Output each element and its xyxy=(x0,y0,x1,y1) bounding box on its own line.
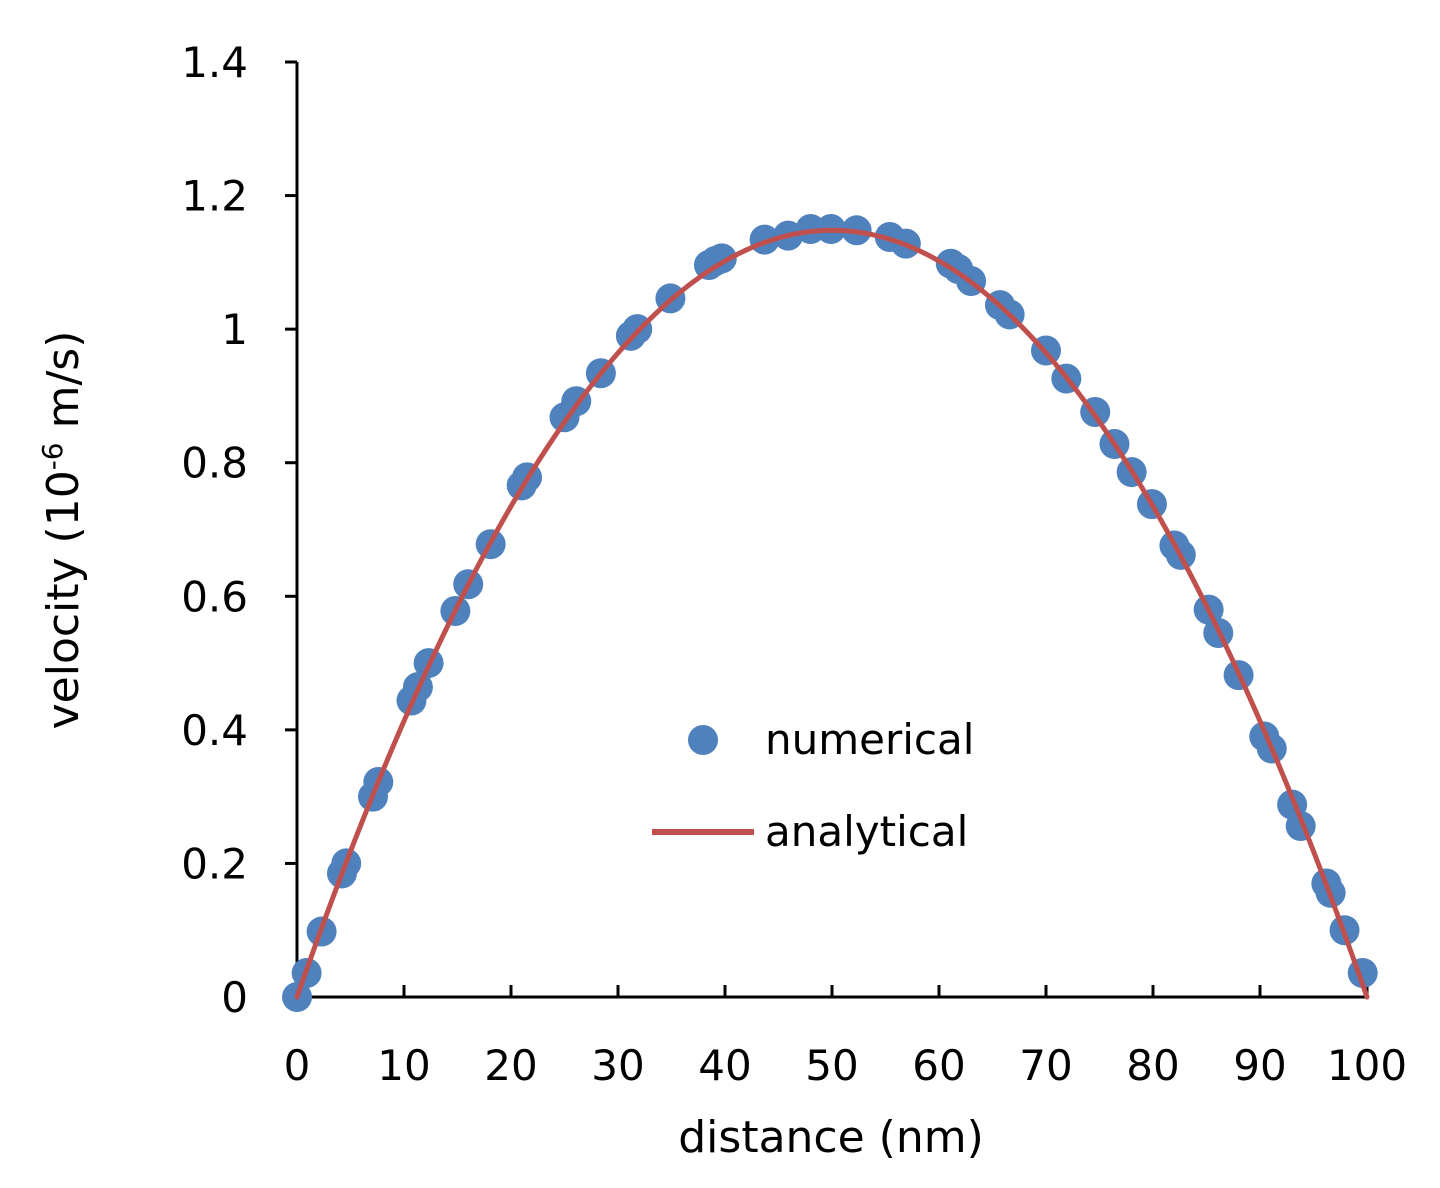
y-tick-label: 1.2 xyxy=(181,172,248,221)
y-axis: 0 0.2 0.4 0.6 0.8 1 1.2 1.4 xyxy=(181,38,299,1022)
y-axis-title-prefix: velocity (10 xyxy=(38,470,89,729)
x-tick-label: 40 xyxy=(698,1041,751,1090)
y-tick-label: 0.2 xyxy=(181,839,248,888)
x-tick-label: 10 xyxy=(377,1041,430,1090)
x-tick-label: 90 xyxy=(1233,1041,1286,1090)
legend-label-analytical: analytical xyxy=(765,807,968,856)
y-tick-label: 0 xyxy=(221,973,248,1022)
x-tick-label: 30 xyxy=(591,1041,644,1090)
y-tick-label: 0.6 xyxy=(181,572,248,621)
legend-label-numerical: numerical xyxy=(765,715,974,764)
x-tick-labels: 0 10 20 30 40 50 60 70 80 90 100 xyxy=(284,1041,1407,1090)
y-tick-labels: 0 0.2 0.4 0.6 0.8 1 1.2 1.4 xyxy=(181,38,248,1022)
x-tick-label: 60 xyxy=(912,1041,965,1090)
y-tick-label: 0.8 xyxy=(181,439,248,488)
x-axis-title: distance (nm) xyxy=(678,1112,984,1163)
y-tick-label: 1 xyxy=(221,305,248,354)
x-tick-label: 70 xyxy=(1019,1041,1072,1090)
x-tick-label: 80 xyxy=(1126,1041,1179,1090)
y-tick-label: 0.4 xyxy=(181,706,248,755)
y-axis-title-suffix: m/s) xyxy=(38,331,89,443)
x-tick-label: 50 xyxy=(805,1041,858,1090)
y-axis-title: velocity (10-6 m/s) xyxy=(36,331,90,730)
x-tick-label: 0 xyxy=(284,1041,311,1090)
analytical-series-line xyxy=(294,227,1370,1000)
x-axis: 0 10 20 30 40 50 60 70 80 90 100 xyxy=(284,985,1407,1090)
y-axis-title-superscript: -6 xyxy=(36,442,69,470)
y-tick-label: 1.4 xyxy=(181,38,248,87)
x-tick-label: 100 xyxy=(1327,1041,1407,1090)
x-tick-label: 20 xyxy=(484,1041,537,1090)
legend: numerical analytical xyxy=(652,715,974,856)
legend-marker-numerical xyxy=(688,725,718,755)
